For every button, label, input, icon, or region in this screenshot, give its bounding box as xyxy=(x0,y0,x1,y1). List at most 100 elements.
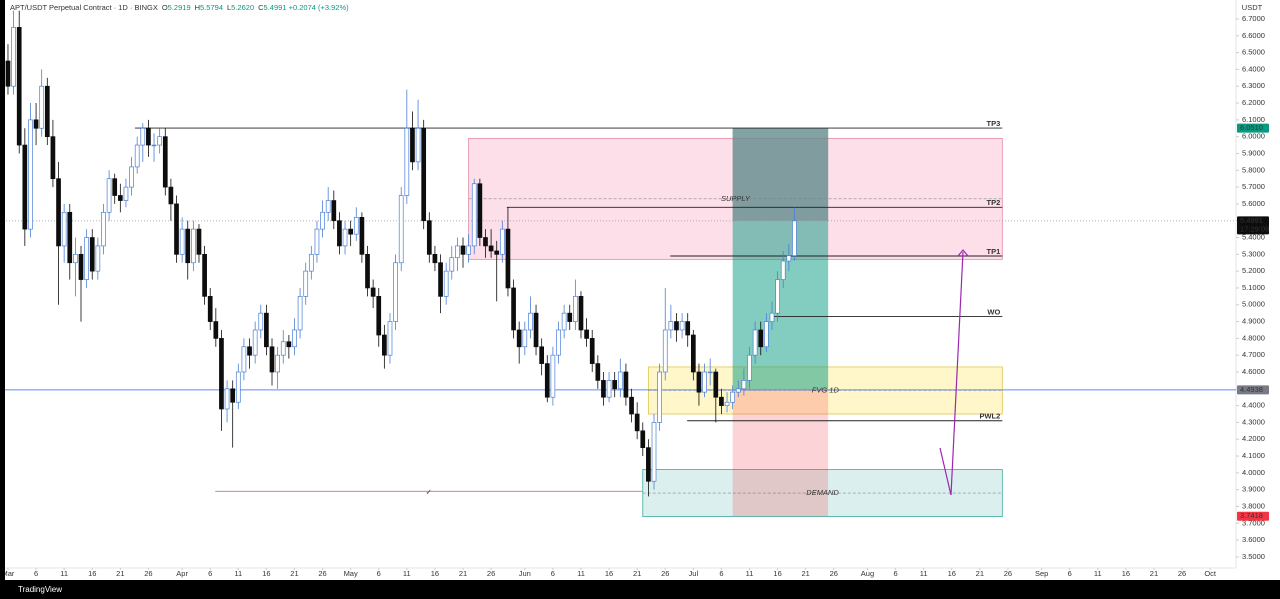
candle-body xyxy=(404,127,410,196)
candle-body xyxy=(539,346,545,364)
candle-body xyxy=(651,422,657,482)
candle-body xyxy=(235,371,241,403)
brand: TradingView xyxy=(18,585,63,594)
candle-body xyxy=(275,354,280,373)
x-tick-label: 26 xyxy=(487,569,495,578)
y-tick-label: 4.3000 xyxy=(1242,417,1265,426)
candle-body xyxy=(629,396,634,415)
x-tick-label: 16 xyxy=(605,569,613,578)
x-tick-label: 21 xyxy=(633,569,641,578)
candle-body xyxy=(466,245,471,255)
candle-body xyxy=(219,338,224,410)
candle-body xyxy=(179,228,185,255)
candle-body xyxy=(724,401,730,406)
candle-body xyxy=(432,253,438,264)
y-tick-label: 6.0000 xyxy=(1242,132,1265,141)
candle-body xyxy=(73,253,78,264)
candle-body xyxy=(792,220,797,257)
x-tick-label: 6 xyxy=(377,569,381,578)
level-label: TP2 xyxy=(987,198,1001,207)
x-tick-label: 16 xyxy=(431,569,439,578)
candle-body xyxy=(252,329,258,356)
y-tick-label: 5.2000 xyxy=(1242,266,1265,275)
x-tick-label: Sep xyxy=(1035,569,1048,578)
candle-body xyxy=(39,85,45,129)
candle-body xyxy=(668,321,674,331)
arrow xyxy=(939,251,964,496)
x-tick-label: 11 xyxy=(746,569,754,578)
price-tag xyxy=(1237,123,1269,133)
candle-body xyxy=(601,380,606,398)
candle-body xyxy=(16,27,22,146)
x-tick-label: 26 xyxy=(830,569,838,578)
candles xyxy=(5,10,797,497)
ohlc-key: O xyxy=(161,3,168,12)
candle-body xyxy=(674,321,679,331)
y-tick-label: 6.3000 xyxy=(1242,81,1265,90)
price-tag-label: 3.7418 xyxy=(1240,511,1263,520)
position-loss xyxy=(732,389,829,517)
candle-body xyxy=(22,144,28,230)
x-tick-label: May xyxy=(344,569,358,578)
x-tick-label: 6 xyxy=(208,569,212,578)
candle-body xyxy=(393,262,398,322)
candle-body xyxy=(410,127,415,163)
candle-body xyxy=(634,413,640,432)
ohlc-value: 5.4991 xyxy=(263,3,287,12)
candle-body xyxy=(207,296,213,322)
candle-body xyxy=(292,329,297,348)
x-tick-label: 16 xyxy=(1122,569,1130,578)
candle-body xyxy=(44,85,50,138)
candle-body xyxy=(567,312,573,322)
candle-body xyxy=(702,371,707,393)
candle-body xyxy=(264,312,269,348)
candle-body xyxy=(365,253,370,289)
y-tick-label: 5.1000 xyxy=(1242,283,1265,292)
y-tick-label: 5.6000 xyxy=(1242,199,1265,208)
candle-body xyxy=(415,127,421,163)
candle-body xyxy=(612,380,618,390)
candle-body xyxy=(646,447,651,482)
candle-body xyxy=(449,257,455,272)
candle-body xyxy=(224,388,230,410)
candle-body xyxy=(713,371,719,398)
candle-body xyxy=(146,127,151,146)
y-tick-label: 4.9000 xyxy=(1242,317,1265,326)
price-tag xyxy=(1237,511,1269,521)
candle-body xyxy=(528,312,533,331)
candle-body xyxy=(331,200,337,222)
candle-body xyxy=(679,321,685,331)
candle-body xyxy=(735,388,741,393)
candle-body xyxy=(494,250,500,255)
candle-body xyxy=(280,341,286,356)
candle-body xyxy=(297,296,303,331)
candle-body xyxy=(123,186,129,201)
x-tick-label: 26 xyxy=(144,569,152,578)
sweep-mark: ✓ xyxy=(426,487,432,496)
candle-body xyxy=(308,253,314,272)
candle-body xyxy=(764,321,769,348)
candle-body xyxy=(460,245,466,255)
candle-body xyxy=(522,329,528,348)
x-tick-label: 11 xyxy=(403,569,411,578)
candle-body xyxy=(78,253,84,280)
candle-body xyxy=(342,228,348,247)
x-tick-label: Aug xyxy=(861,569,874,578)
candle-body xyxy=(505,228,511,289)
level-label: TP3 xyxy=(987,119,1001,128)
candle-body xyxy=(320,211,325,230)
y-tick-label: 6.6000 xyxy=(1242,31,1265,40)
ohlc-value: 5.2620 xyxy=(231,3,255,12)
candle-body xyxy=(483,237,488,247)
x-tick-label: 21 xyxy=(459,569,467,578)
price-tag xyxy=(1237,216,1269,235)
candle-body xyxy=(556,329,561,356)
candle-body xyxy=(421,127,427,222)
candle-body xyxy=(752,329,758,356)
footer: TradingView xyxy=(0,580,1280,599)
candle-body xyxy=(337,220,342,247)
ohlc-value: 5.5794 xyxy=(200,3,223,12)
level-label: WO xyxy=(987,308,1000,317)
candle-body xyxy=(595,363,601,381)
